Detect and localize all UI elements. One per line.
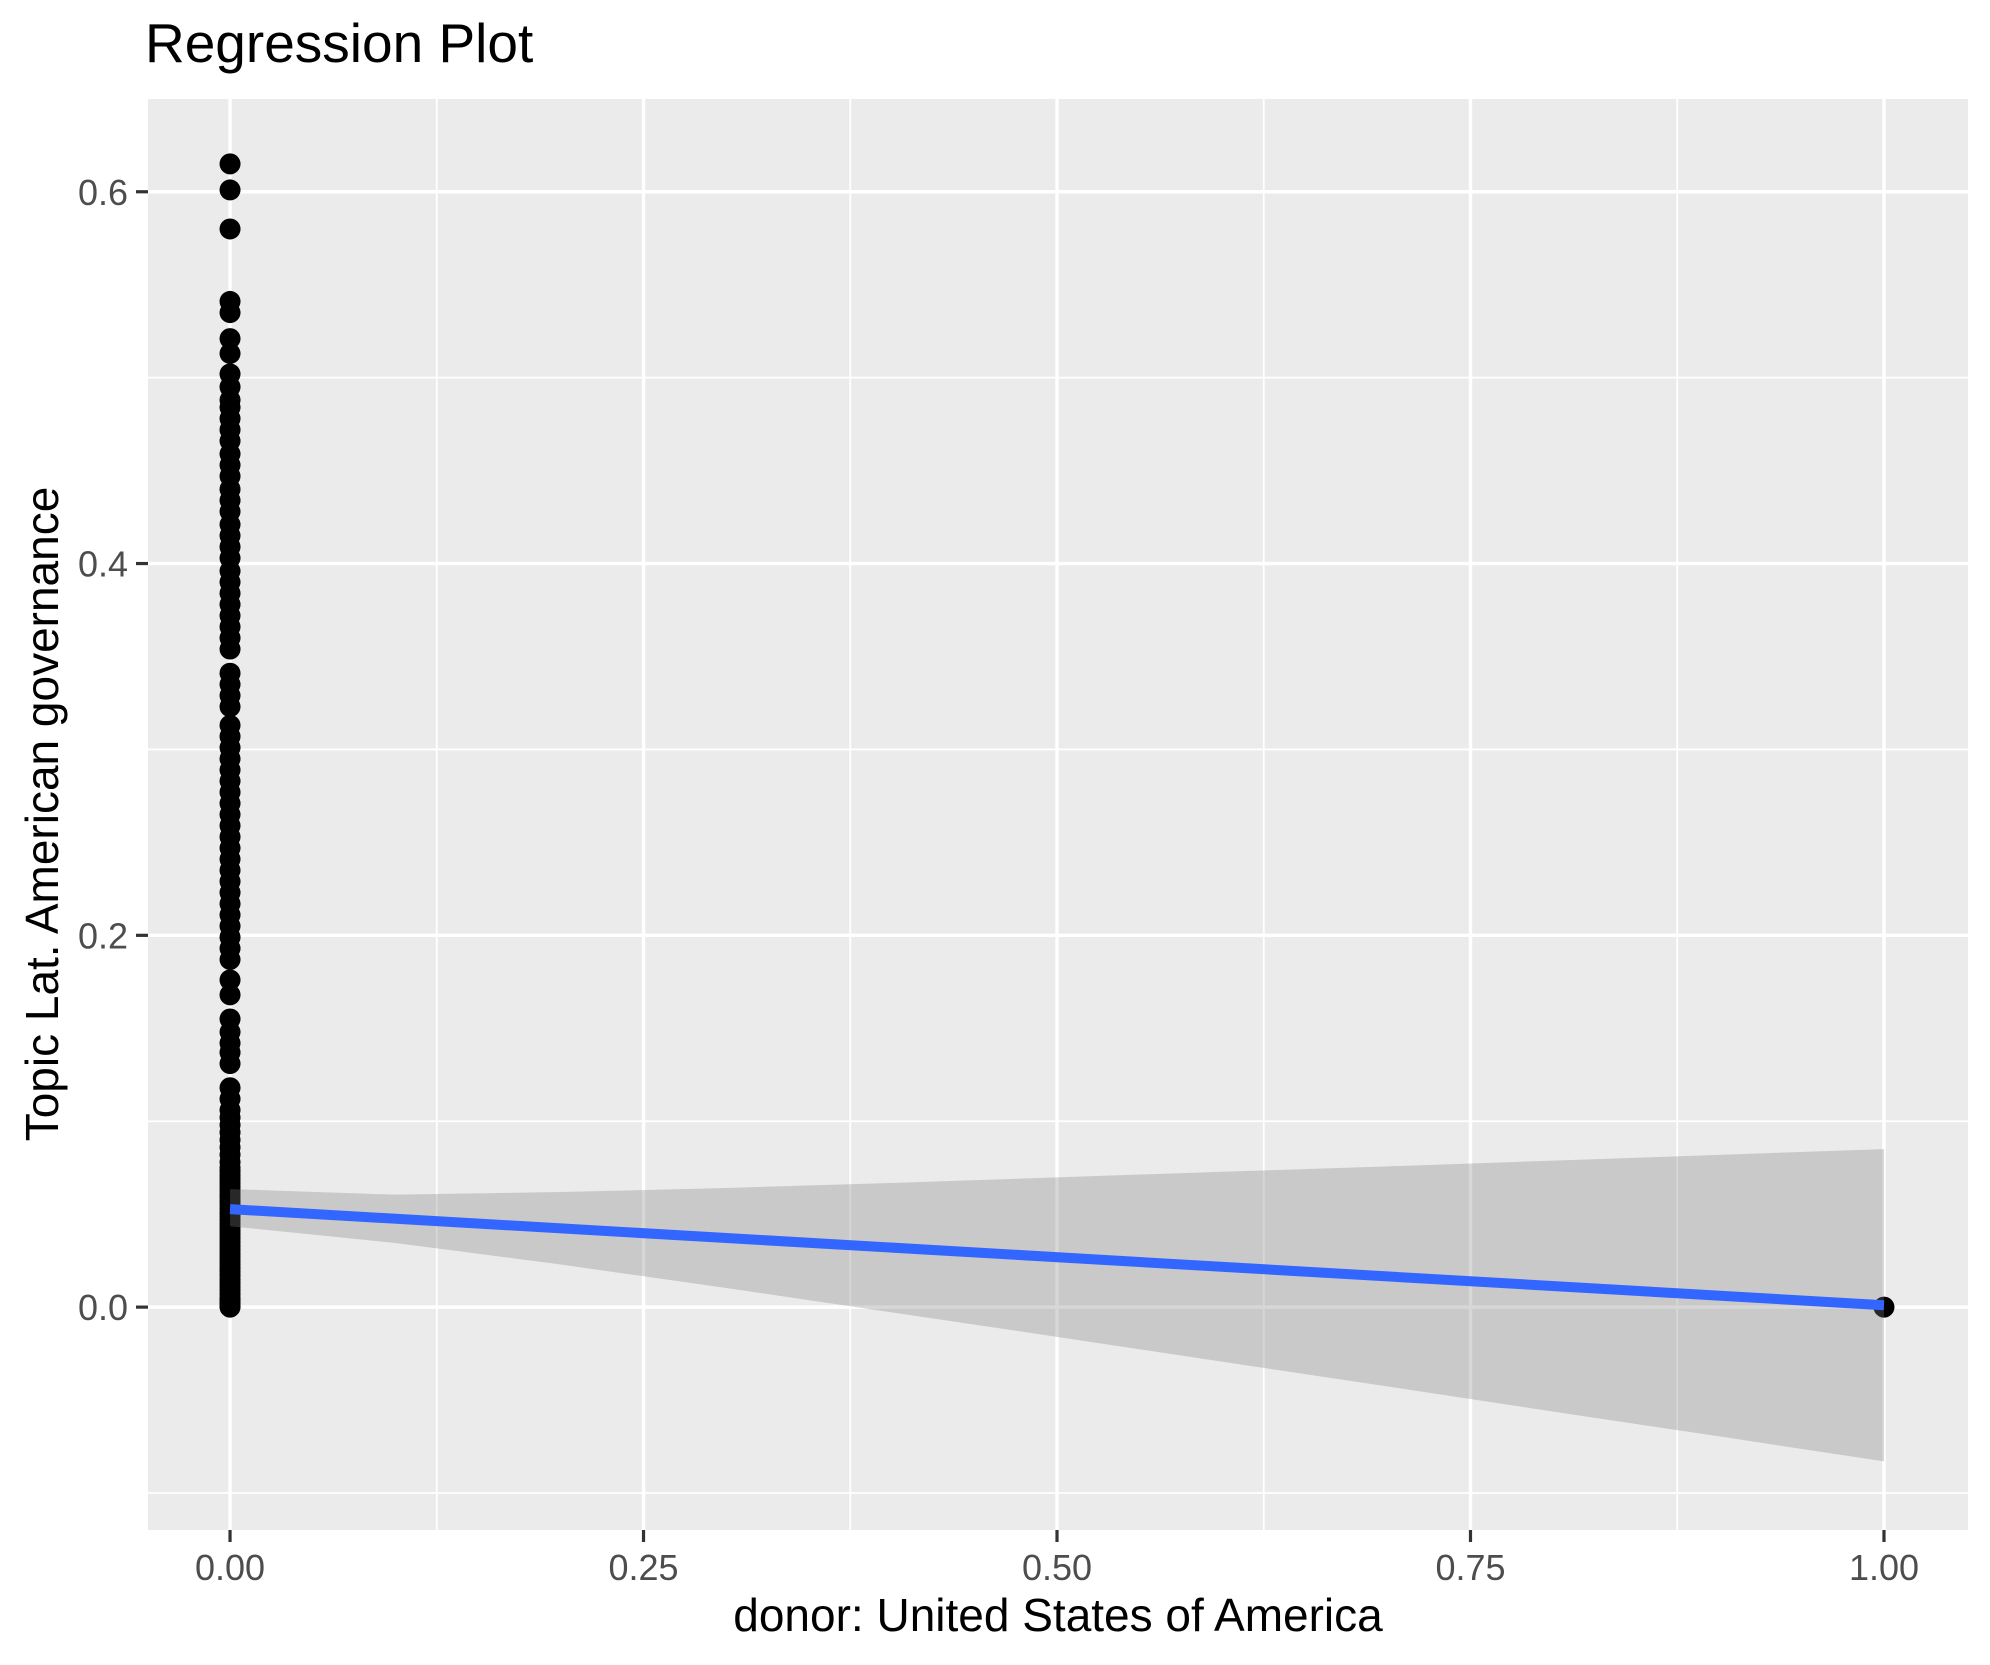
x-tick-label: 0.50 (1022, 1547, 1092, 1588)
data-point (219, 969, 241, 991)
data-point (219, 638, 241, 660)
data-point (219, 328, 241, 350)
data-point (219, 342, 241, 364)
y-tick-label: 0.4 (78, 544, 128, 585)
data-point (219, 302, 241, 324)
x-tick-label: 0.25 (608, 1547, 678, 1588)
scatter-points (219, 153, 1895, 1318)
y-tick-label: 0.2 (78, 915, 128, 956)
chart-title: Regression Plot (145, 12, 534, 74)
data-point (219, 948, 241, 970)
axis-ticks (136, 190, 1886, 1542)
x-tick-label: 1.00 (1849, 1547, 1919, 1588)
data-point (219, 179, 241, 201)
y-tick-label: 0.6 (78, 172, 128, 213)
data-point (219, 984, 241, 1006)
y-tick-label: 0.0 (78, 1287, 128, 1328)
data-point (219, 1053, 241, 1075)
x-tick-label: 0.00 (195, 1547, 265, 1588)
data-point (219, 153, 241, 175)
regression-line (229, 1204, 1885, 1311)
x-axis-title: donor: United States of America (733, 1589, 1383, 1641)
y-axis-title: Topic Lat. American governance (16, 486, 68, 1142)
data-point (219, 218, 241, 240)
x-tick-label: 0.75 (1435, 1547, 1505, 1588)
data-point (219, 1296, 241, 1318)
axis-tick-labels: 0.00 0.25 0.50 0.75 1.00 0.0 0.2 0.4 0.6 (78, 172, 1919, 1588)
confidence-band (230, 1149, 1884, 1462)
data-point (219, 696, 241, 718)
